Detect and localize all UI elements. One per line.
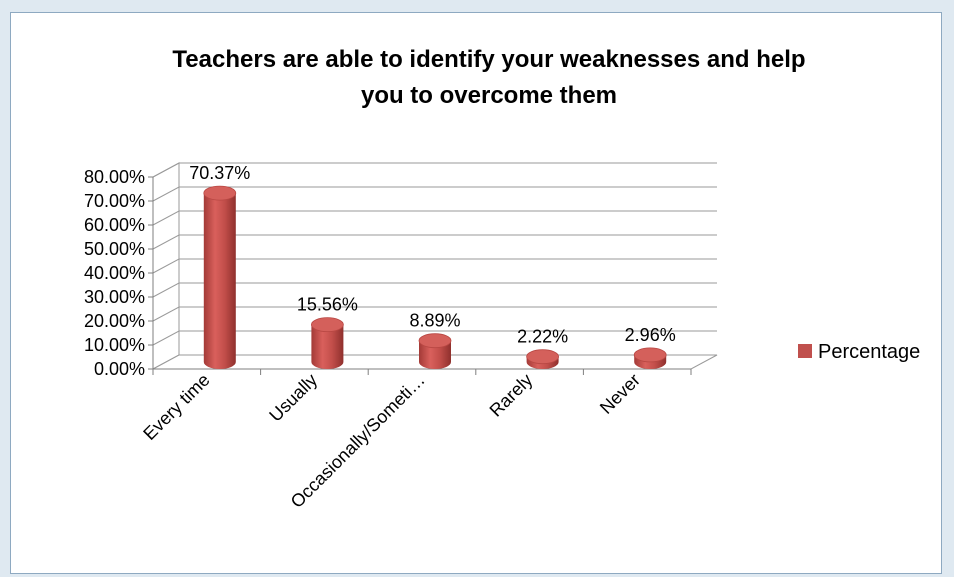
gridline bbox=[152, 282, 717, 298]
chart-frame: Teachers are able to identify your weakn… bbox=[10, 12, 942, 574]
y-tick-label: 40.00% bbox=[84, 263, 145, 283]
bar-top bbox=[526, 349, 559, 365]
data-label: 8.89% bbox=[409, 311, 460, 331]
y-tick-label: 20.00% bbox=[84, 311, 145, 331]
category-label: Usually bbox=[265, 370, 321, 426]
chart-title-line-2: you to overcome them bbox=[361, 82, 617, 109]
gridline bbox=[152, 258, 717, 274]
legend: Percentage bbox=[798, 341, 920, 363]
y-tick-label: 80.00% bbox=[84, 167, 145, 187]
gridline bbox=[152, 186, 717, 202]
legend-label: Percentage bbox=[818, 341, 920, 363]
data-label: 70.37% bbox=[189, 163, 250, 183]
data-label: 15.56% bbox=[297, 295, 358, 315]
bar-top bbox=[310, 317, 344, 333]
y-tick-label: 50.00% bbox=[84, 239, 145, 259]
y-axis-ticks: 0.00% 10.00% 20.00% 30.00% 40.00% 50.00% 60.00… bbox=[84, 167, 153, 379]
bar-top bbox=[418, 333, 452, 349]
bar-occasionally-someti bbox=[419, 340, 451, 369]
y-tick-label: 70.00% bbox=[84, 191, 145, 211]
y-tick-label: 10.00% bbox=[84, 335, 145, 355]
category-label: Never bbox=[596, 370, 644, 418]
gridline bbox=[152, 210, 717, 226]
bars bbox=[203, 185, 667, 369]
gridline bbox=[152, 306, 717, 322]
data-label: 2.22% bbox=[517, 327, 568, 347]
bar-chart: Teachers are able to identify your weakn… bbox=[84, 46, 920, 512]
category-label: Every time bbox=[139, 370, 213, 444]
y-tick-label: 30.00% bbox=[84, 287, 145, 307]
data-label: 2.96% bbox=[625, 325, 676, 345]
bar-usually bbox=[311, 324, 344, 369]
bar-top bbox=[633, 347, 667, 363]
y-tick-label: 0.00% bbox=[94, 359, 145, 379]
gridline bbox=[152, 330, 717, 346]
chart-title-line-1: Teachers are able to identify your weakn… bbox=[172, 46, 805, 73]
gridline bbox=[152, 162, 717, 178]
data-labels: 70.37% 15.56% 8.89% 2.22% 2.96% bbox=[189, 163, 675, 347]
bar-top bbox=[203, 185, 237, 201]
gridline bbox=[152, 234, 717, 250]
category-label: Rarely bbox=[486, 370, 537, 421]
gridlines bbox=[152, 162, 717, 346]
legend-swatch bbox=[798, 344, 812, 358]
bar-every-time bbox=[203, 193, 236, 369]
y-tick-label: 60.00% bbox=[84, 215, 145, 235]
